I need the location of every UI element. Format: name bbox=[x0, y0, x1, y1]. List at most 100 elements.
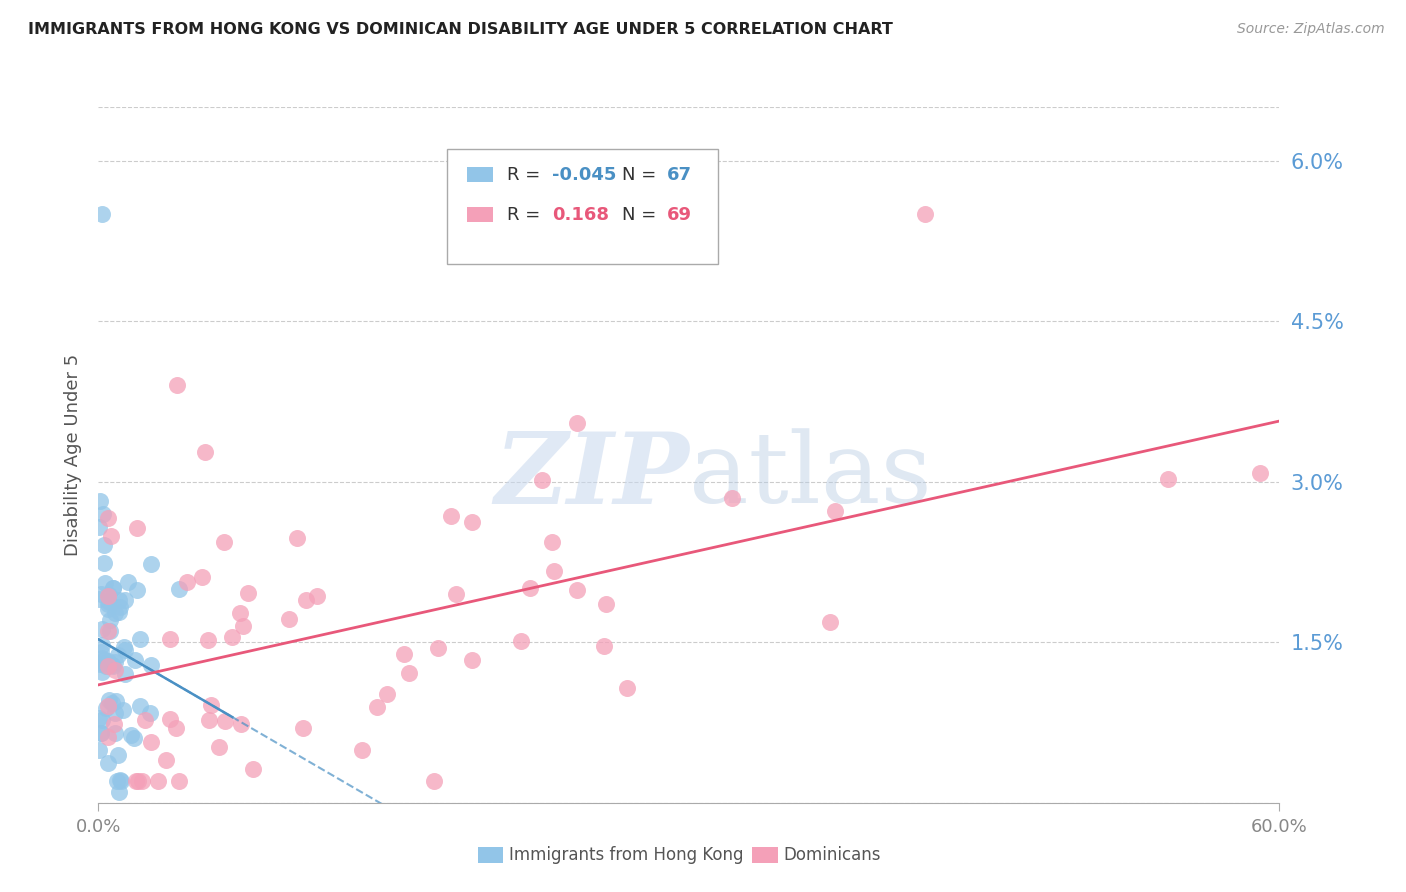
Text: Immigrants from Hong Kong: Immigrants from Hong Kong bbox=[509, 846, 744, 863]
Point bbox=[138, 706, 160, 720]
Point bbox=[208, 740, 231, 755]
Point bbox=[98, 613, 121, 627]
Point bbox=[366, 700, 388, 714]
Point bbox=[285, 531, 308, 545]
Point bbox=[114, 592, 136, 607]
Point bbox=[530, 473, 553, 487]
Point bbox=[212, 534, 235, 549]
Text: 69: 69 bbox=[666, 206, 692, 224]
Text: IMMIGRANTS FROM HONG KONG VS DOMINICAN DISABILITY AGE UNDER 5 CORRELATION CHART: IMMIGRANTS FROM HONG KONG VS DOMINICAN D… bbox=[28, 22, 893, 37]
Text: atlas: atlas bbox=[689, 428, 932, 524]
Point bbox=[194, 445, 217, 459]
Point bbox=[128, 698, 150, 713]
Point bbox=[565, 416, 588, 430]
Point bbox=[198, 713, 221, 727]
Point bbox=[110, 774, 132, 789]
Point bbox=[108, 599, 131, 614]
Point bbox=[176, 575, 198, 590]
Point bbox=[818, 615, 841, 629]
Point bbox=[104, 655, 127, 669]
Point bbox=[125, 774, 148, 789]
Point bbox=[134, 714, 156, 728]
Point bbox=[124, 653, 146, 667]
Point bbox=[169, 774, 191, 789]
Point bbox=[94, 659, 117, 673]
Point bbox=[519, 581, 541, 595]
Point bbox=[565, 582, 588, 597]
Point bbox=[278, 612, 301, 626]
Point bbox=[139, 735, 162, 749]
Point bbox=[91, 665, 114, 680]
Point bbox=[87, 743, 110, 757]
Point bbox=[1249, 466, 1271, 480]
Point bbox=[307, 589, 329, 603]
Point bbox=[93, 653, 115, 667]
Point bbox=[543, 564, 565, 578]
Point bbox=[232, 619, 254, 633]
Point bbox=[101, 582, 124, 596]
Point bbox=[107, 785, 129, 799]
Point bbox=[125, 521, 148, 535]
Point bbox=[93, 576, 115, 591]
Bar bbox=[467, 207, 494, 222]
Point bbox=[90, 713, 112, 727]
Point bbox=[197, 632, 219, 647]
Point bbox=[114, 642, 136, 657]
Point bbox=[461, 653, 484, 667]
Point bbox=[93, 556, 115, 570]
Point bbox=[94, 701, 117, 715]
Point bbox=[100, 529, 122, 543]
Point bbox=[139, 558, 162, 572]
Point bbox=[104, 663, 127, 677]
Text: N =: N = bbox=[621, 166, 662, 185]
Bar bbox=[467, 167, 494, 182]
Point bbox=[221, 630, 243, 644]
Point bbox=[89, 520, 111, 534]
Point bbox=[165, 721, 187, 735]
Point bbox=[128, 774, 150, 789]
Point bbox=[89, 494, 111, 508]
Point bbox=[398, 666, 420, 681]
Point bbox=[1157, 472, 1180, 486]
Point bbox=[104, 725, 127, 739]
Text: R =: R = bbox=[508, 166, 546, 185]
Point bbox=[100, 657, 122, 672]
Point bbox=[105, 774, 128, 789]
Point bbox=[616, 681, 638, 696]
Text: -0.045: -0.045 bbox=[553, 166, 616, 185]
Point bbox=[104, 607, 127, 621]
Point bbox=[593, 640, 616, 654]
Point bbox=[139, 658, 162, 673]
Point bbox=[114, 666, 136, 681]
Point bbox=[90, 587, 112, 601]
Point bbox=[125, 583, 148, 598]
Point bbox=[509, 634, 531, 648]
Y-axis label: Disability Age Under 5: Disability Age Under 5 bbox=[63, 354, 82, 556]
Point bbox=[131, 774, 153, 789]
Point bbox=[423, 774, 446, 789]
Point bbox=[96, 602, 118, 616]
Point bbox=[97, 730, 120, 744]
Point bbox=[107, 648, 129, 662]
Point bbox=[97, 624, 120, 638]
Point bbox=[91, 638, 114, 652]
Point bbox=[98, 595, 121, 609]
Point bbox=[90, 651, 112, 665]
Point bbox=[87, 592, 110, 607]
Point bbox=[214, 714, 236, 728]
Point bbox=[444, 587, 467, 601]
Point bbox=[721, 491, 744, 505]
Point bbox=[159, 632, 181, 647]
Point bbox=[97, 659, 120, 673]
Point bbox=[166, 378, 188, 392]
Text: ZIP: ZIP bbox=[494, 427, 689, 524]
Point bbox=[98, 588, 121, 602]
Point bbox=[375, 687, 398, 701]
Point bbox=[540, 535, 562, 549]
Point bbox=[231, 716, 253, 731]
Point bbox=[191, 570, 214, 584]
Point bbox=[100, 696, 122, 710]
Point bbox=[129, 632, 152, 646]
Point bbox=[97, 589, 120, 603]
Point bbox=[90, 725, 112, 739]
